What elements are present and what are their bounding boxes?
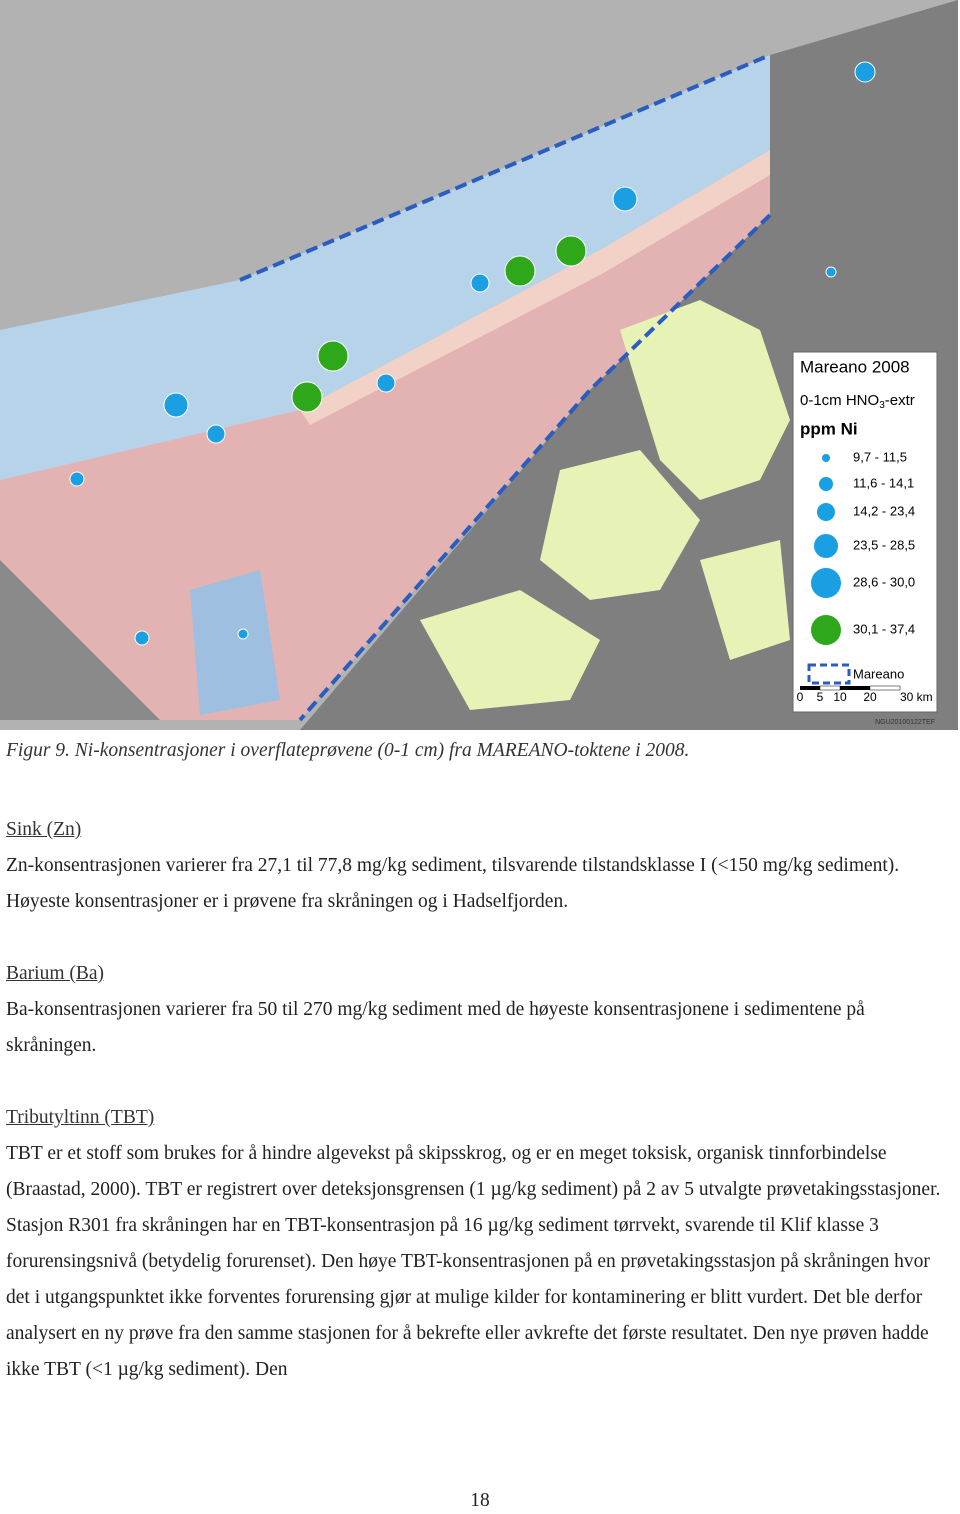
legend-subtitle: 0-1cm HNO3-extr [800, 392, 915, 411]
section-heading: Tributyltinn (TBT) [6, 1107, 155, 1128]
map: Mareano 2008 0-1cm HNO3-extr ppm Ni 9,7 … [0, 0, 958, 730]
legend-label: 23,5 - 28,5 [853, 537, 915, 552]
legend-symbol [811, 615, 841, 645]
section: Tributyltinn (TBT) TBT er et stoff som br… [6, 1100, 956, 1388]
legend-boundary: Mareano [853, 666, 904, 681]
subtitle-sub: 3 [879, 400, 885, 411]
scale-label: 20 [863, 690, 877, 704]
section-heading: Sink (Zn) [6, 819, 82, 840]
paragraph: Ba-konsentrasjonen varierer fra 50 til 2… [6, 999, 865, 1056]
legend-unit: ppm Ni [800, 419, 858, 438]
scale-label: 0 [797, 690, 804, 704]
figure-caption: Figur 9. Ni-konsentrasjoner i overflatep… [6, 740, 690, 761]
section: Sink (Zn) Zn-konsentrasjonen varierer fra… [6, 812, 956, 920]
legend [792, 351, 938, 713]
scale-label: 5 [817, 690, 824, 704]
body-text: Sink (Zn) Zn-konsentrasjonen varierer fra… [6, 812, 956, 1424]
legend-title: Mareano 2008 [800, 357, 910, 376]
legend-label: 9,7 - 11,5 [853, 449, 907, 464]
credit: NGU20100122TEF [875, 719, 935, 726]
paragraph: Zn-konsentrasjonen varierer fra 27,1 til… [6, 855, 900, 912]
legend-symbol [811, 568, 841, 598]
legend-label: 30,1 - 37,4 [853, 621, 915, 636]
scale-label: 30 km [900, 690, 933, 704]
legend-symbol [822, 454, 830, 462]
legend-label: 14,2 - 23,4 [853, 503, 915, 518]
legend-symbol [817, 503, 835, 521]
legend-label: 11,6 - 14,1 [853, 475, 914, 490]
subtitle-part: 0-1cm HNO [800, 392, 879, 409]
subtitle-part: -extr [885, 392, 915, 409]
legend-symbol [819, 477, 833, 491]
section-heading: Barium (Ba) [6, 963, 105, 984]
legend-label: 28,6 - 30,0 [853, 574, 915, 589]
legend-symbol [814, 534, 838, 558]
section: Barium (Ba) Ba-konsentrasjonen varierer f… [6, 956, 956, 1064]
page-number: 18 [470, 1490, 490, 1511]
scale-label: 10 [833, 690, 847, 704]
paragraph: TBT er et stoff som brukes for å hindre … [6, 1143, 941, 1380]
